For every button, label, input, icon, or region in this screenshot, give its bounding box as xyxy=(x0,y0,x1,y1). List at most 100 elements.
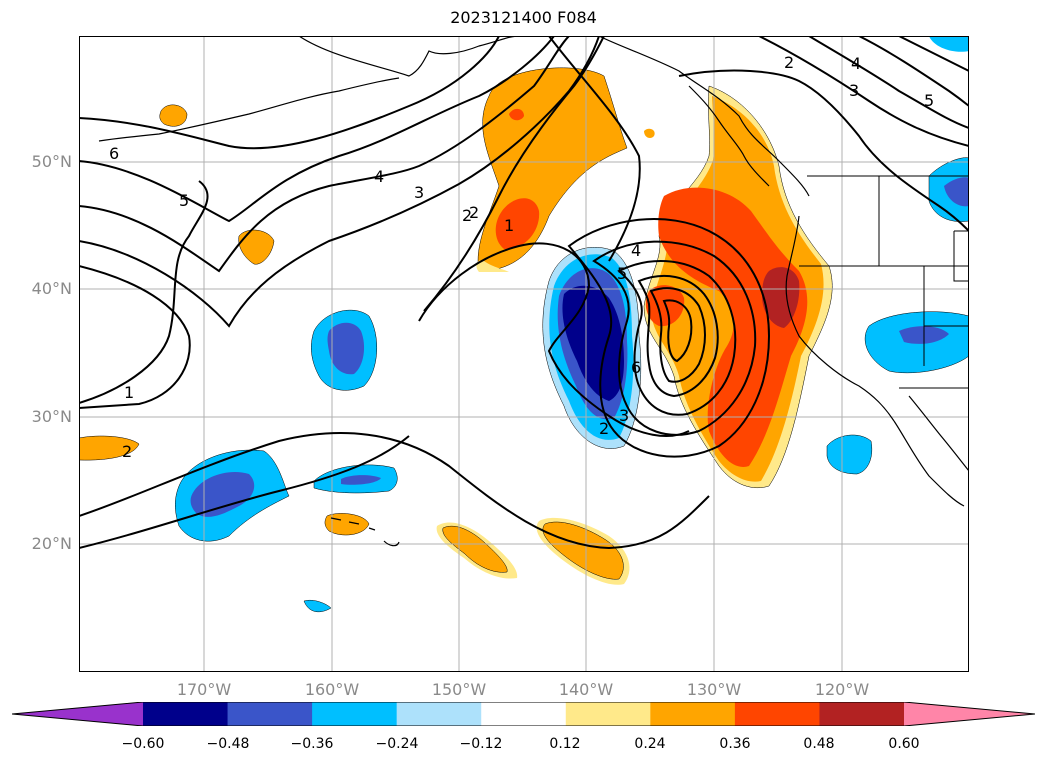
contour-low-4 xyxy=(637,274,719,398)
contour-label: 3 xyxy=(414,183,424,202)
us-west-coast xyxy=(785,215,895,422)
lat-label-30n: 30°N xyxy=(31,407,72,426)
shading-redorange-coast xyxy=(658,187,808,467)
map-canvas: 6 5 4 3 2 1 1 2 2 3 4 5 6 2 4 3 5 2 xyxy=(79,36,969,672)
contour-nw-4 xyxy=(79,36,570,273)
shading-blue-blob-4 xyxy=(826,434,873,475)
contour-label: 4 xyxy=(631,241,641,260)
colorbar-segment xyxy=(565,702,651,726)
shading-orange-patch-2 xyxy=(238,229,275,265)
colorbar-segment xyxy=(481,702,567,726)
contour-label: 6 xyxy=(109,144,119,163)
contour-low-6 xyxy=(662,299,693,363)
colorbar-tick-label: 0.24 xyxy=(634,736,666,752)
shading-red-north-small xyxy=(509,108,524,121)
alaska-panhandle xyxy=(598,36,810,197)
colorbar-tick-label: 0.60 xyxy=(888,736,920,752)
contour-label: 1 xyxy=(504,216,514,235)
shading-blue-blob-6-mid xyxy=(944,177,969,207)
contour-nw-6 xyxy=(79,36,500,150)
hawaii-islands xyxy=(330,517,400,547)
contour-nw-5 xyxy=(79,36,555,223)
colorbar-tick-label: −0.12 xyxy=(459,736,503,752)
contour-label: 2 xyxy=(784,53,794,72)
colorbar-tick-label: 0.48 xyxy=(803,736,835,752)
aleutian-chain xyxy=(98,77,400,142)
colorbar-segment xyxy=(312,702,398,726)
shading-blue-blob-7 xyxy=(929,36,969,52)
colorbar-segment xyxy=(396,702,482,726)
map-frame xyxy=(79,36,969,672)
contour-label: 5 xyxy=(924,91,934,110)
contour-label: 5 xyxy=(617,264,627,283)
lon-label-150w: 150°W xyxy=(431,680,487,699)
colorbar-extend-high xyxy=(904,702,1035,726)
lon-label-170w: 170°W xyxy=(176,680,232,699)
contour-label: 2 xyxy=(469,203,479,222)
colorbar-tick-label: 0.36 xyxy=(719,736,751,752)
contour-south-2 xyxy=(79,432,710,550)
bc-coast xyxy=(688,85,770,187)
contour-trough-1 xyxy=(548,36,641,262)
lon-label-140w: 140°W xyxy=(558,680,614,699)
coastlines xyxy=(98,36,969,547)
contour-ne-5 xyxy=(858,36,969,107)
colorbar-tick-label: 0.12 xyxy=(549,736,581,752)
colorbar-tick-label: −0.60 xyxy=(121,736,165,752)
contour-label: 6 xyxy=(631,358,641,377)
colorbar-tick-label: −0.48 xyxy=(206,736,250,752)
shading-orange-patch-3 xyxy=(79,435,140,461)
colorbar-segment xyxy=(819,702,905,726)
gulf-california xyxy=(908,395,969,472)
lon-label-130w: 130°W xyxy=(686,680,742,699)
colorbar-tick-label: −0.36 xyxy=(290,736,334,752)
contours xyxy=(79,36,969,550)
shading-orange-patch-1 xyxy=(159,104,188,127)
colorbar-segment xyxy=(734,702,820,726)
contour-ne-2 xyxy=(678,69,969,232)
lon-label-160w: 160°W xyxy=(304,680,360,699)
colorbar-extend-low xyxy=(12,702,143,726)
contour-labels: 6 5 4 3 2 1 1 2 2 3 4 5 6 2 4 3 5 2 xyxy=(109,53,934,461)
lon-label-120w: 120°W xyxy=(814,680,870,699)
baja-coast xyxy=(893,420,965,507)
contour-ring-2 xyxy=(423,36,605,312)
shading-light-north-arm xyxy=(476,260,509,272)
borders xyxy=(799,175,969,389)
contour-center-loop xyxy=(418,242,690,437)
contour-ridge-1 xyxy=(79,180,209,404)
shading-red-north-arm xyxy=(495,198,540,250)
colorbar-tick-label: −0.24 xyxy=(375,736,419,752)
lat-label-20n: 20°N xyxy=(31,534,72,553)
shading-blue-blob-1-mid xyxy=(327,322,365,375)
contour-south-1 xyxy=(79,435,410,549)
graticule xyxy=(79,36,969,672)
colorbar-segment xyxy=(143,702,229,726)
contour-low-5 xyxy=(649,287,706,383)
state-lines xyxy=(799,176,969,366)
contour-nw-2 xyxy=(79,265,191,409)
contour-ne-6 xyxy=(898,36,969,72)
contour-label: 2 xyxy=(462,206,472,225)
shading-blue-blob-2-mid xyxy=(190,471,255,517)
shading-blue-blob-3-mid xyxy=(341,475,381,485)
contour-label: 3 xyxy=(619,406,629,425)
contour-low-outer xyxy=(567,218,771,458)
contour-low-3 xyxy=(617,260,737,416)
contour-label: 5 xyxy=(179,191,189,210)
colorbar-segments xyxy=(12,702,1035,726)
colorbar-segment xyxy=(227,702,313,726)
colorbar xyxy=(12,702,1035,726)
contour-label: 4 xyxy=(851,54,861,73)
contour-ne-3 xyxy=(758,36,969,147)
map-panel: 6 5 4 3 2 1 1 2 2 3 4 5 6 2 4 3 5 2 xyxy=(79,36,969,672)
contour-label: 2 xyxy=(122,442,132,461)
shading-blue-blob-8 xyxy=(303,600,332,613)
lat-label-50n: 50°N xyxy=(31,152,72,171)
alaska-coast xyxy=(298,36,520,77)
contour-ne-4 xyxy=(808,36,969,129)
contour-label: 4 xyxy=(374,167,384,186)
shading-orange-blob-small xyxy=(644,128,655,139)
contour-label: 3 xyxy=(849,81,859,100)
contour-label: 2 xyxy=(599,419,609,438)
